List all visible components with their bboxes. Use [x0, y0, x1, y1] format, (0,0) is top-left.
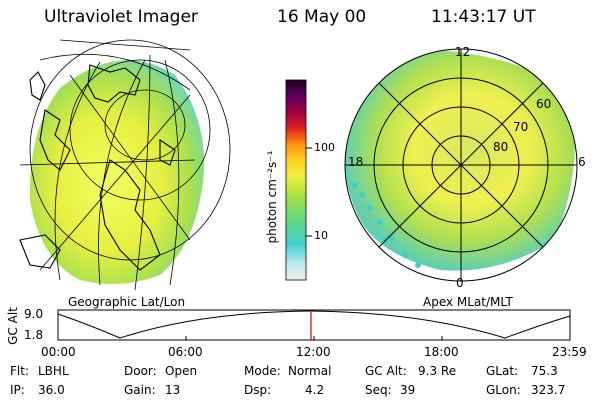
mode-value: Normal — [288, 364, 332, 378]
door-value: Open — [165, 364, 198, 378]
polar-grid — [344, 48, 578, 282]
left-panel-caption: Geographic Lat/Lon — [68, 295, 186, 309]
altitude-xtick-0600: 06:00 — [168, 345, 203, 359]
altitude-xtick-1200: 12:00 — [296, 345, 331, 359]
colorbar-tick-10: 10 — [314, 229, 328, 242]
gc-alt-key: GC Alt: — [365, 364, 407, 378]
gain-value: 13 — [165, 383, 181, 397]
earth-image-blob — [29, 60, 205, 284]
glat-value: 75.3 — [531, 364, 558, 378]
observation-time: 11:43:17 UT — [431, 7, 536, 27]
colorbar-unit-label: photon cm⁻²s⁻¹ — [265, 150, 279, 244]
altitude-xtick-0000: 00:00 — [41, 345, 76, 359]
ip-value: 36.0 — [38, 383, 65, 397]
gain-key: Gain: — [124, 383, 156, 397]
colorbar-tick-100: 100 — [314, 141, 335, 154]
seq-value: 39 — [400, 383, 416, 397]
mlat-label-60: 60 — [536, 97, 552, 111]
flt-key: Flt: — [10, 364, 29, 378]
altitude-xtick-2359: 23:59 — [552, 345, 587, 359]
altitude-ytick-max: 9.0 — [24, 307, 44, 321]
instrument-title: Ultraviolet Imager — [44, 7, 198, 27]
glon-key: GLon: — [486, 383, 521, 397]
altitude-ylabel: GC Alt — [5, 307, 20, 345]
right-panel-caption: Apex MLat/MLT — [423, 295, 513, 309]
mlt-label-bottom: 0 — [456, 276, 464, 290]
polar-image-blob — [345, 50, 576, 271]
glon-value: 323.7 — [531, 383, 566, 397]
mode-key: Mode: — [244, 364, 281, 378]
door-key: Door: — [124, 364, 157, 378]
mlt-label-top: 12 — [455, 45, 471, 59]
dsp-value: 4.2 — [305, 383, 325, 397]
gc-alt-value: 9.3 Re — [418, 364, 457, 378]
mlt-label-left: 18 — [348, 155, 364, 169]
flt-value: LBHL — [38, 364, 69, 378]
glat-key: GLat: — [486, 364, 519, 378]
observation-date: 16 May 00 — [277, 7, 367, 27]
altitude-xtick-1800: 18:00 — [424, 345, 459, 359]
mlat-label-70: 70 — [513, 120, 529, 134]
mlt-label-right: 6 — [578, 155, 586, 169]
altitude-ytick-min: 1.8 — [24, 328, 44, 342]
dsp-key: Dsp: — [244, 383, 272, 397]
seq-key: Seq: — [365, 383, 392, 397]
mlat-label-80: 80 — [493, 140, 509, 154]
ip-key: IP: — [10, 383, 25, 397]
colorbar — [285, 79, 307, 281]
